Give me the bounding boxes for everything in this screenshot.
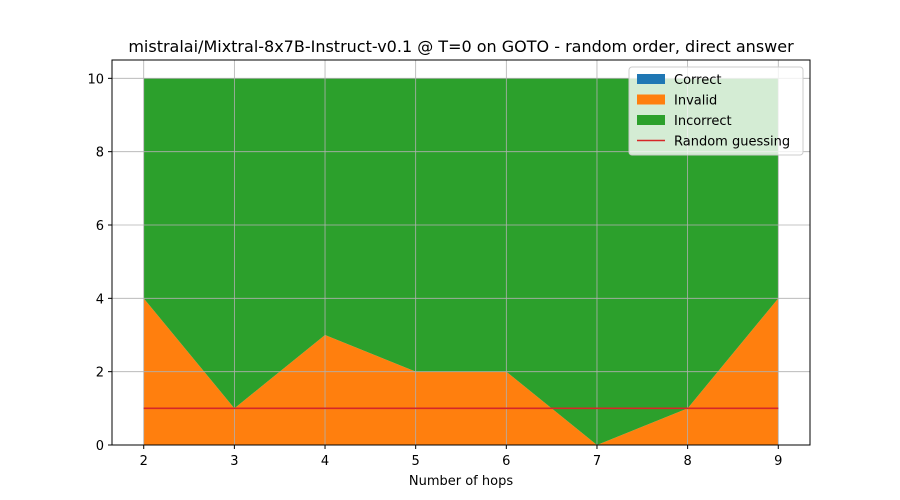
legend-label-random-guessing: Random guessing [674, 135, 790, 150]
y-tick-label: 6 [96, 219, 104, 234]
x-tick-label: 5 [412, 454, 420, 469]
x-axis-label: Number of hops [409, 474, 513, 489]
plot-frame [111, 59, 811, 446]
legend-swatch-correct [637, 74, 665, 84]
legend-swatch-incorrect [637, 115, 665, 125]
x-tick-label: 7 [593, 454, 601, 469]
y-tick-label: 8 [96, 146, 104, 161]
y-tick-label: 4 [96, 292, 104, 307]
chart-title: mistralai/Mixtral-8x7B-Instruct-v0.1 @ T… [128, 37, 794, 56]
legend-box [628, 66, 804, 156]
legend-label-invalid: Invalid [674, 94, 717, 109]
legend-swatch-invalid [637, 94, 665, 105]
legend-label-incorrect: Incorrect [674, 114, 732, 129]
legend: Correct Invalid Incorrect Random guessing [628, 66, 804, 156]
x-tick-label: 9 [774, 454, 782, 469]
x-tick-label: 2 [140, 454, 148, 469]
area-incorrect [143, 78, 779, 445]
y-tick-label: 10 [87, 72, 104, 87]
y-tick-label: 2 [96, 366, 104, 381]
x-tick-label: 4 [321, 454, 329, 469]
legend-label-correct: Correct [674, 73, 721, 88]
x-tick-label: 8 [683, 454, 691, 469]
x-tick-label: 3 [230, 454, 238, 469]
y-tick-label: 0 [96, 439, 104, 454]
x-tick-label: 6 [502, 454, 510, 469]
plot-area: 2 3 4 5 6 7 8 9 0 2 4 6 8 10 [87, 59, 811, 469]
